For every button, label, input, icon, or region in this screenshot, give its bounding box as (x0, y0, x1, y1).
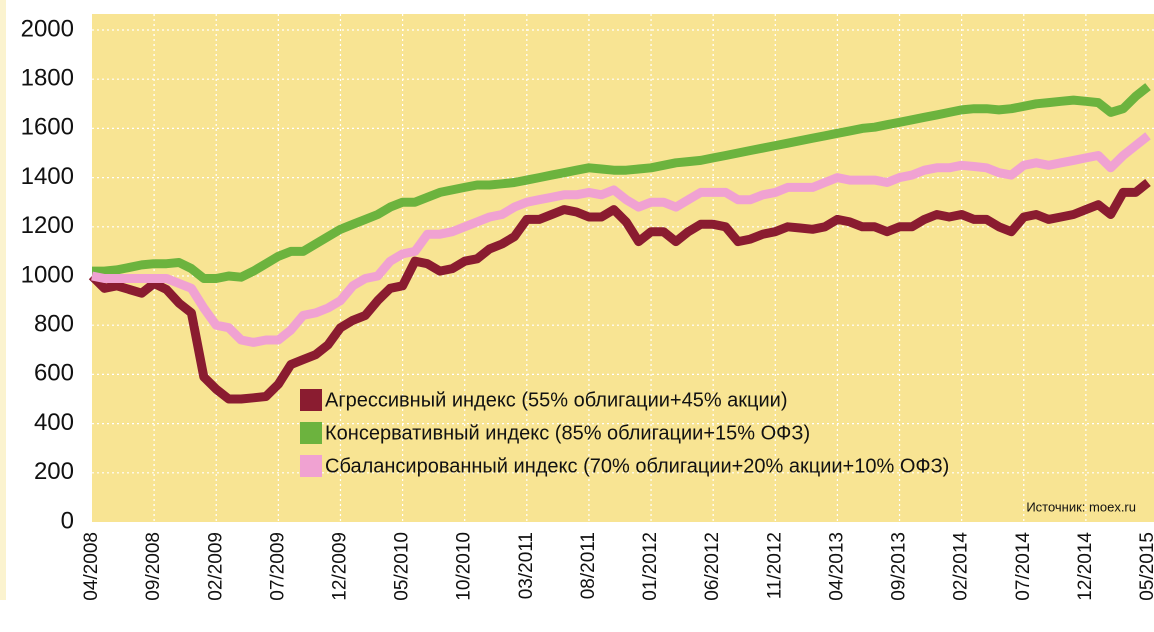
x-tick-label: 05/2015 (1137, 532, 1154, 601)
y-tick-label: 0 (61, 507, 74, 534)
x-tick-label: 10/2010 (454, 532, 475, 601)
plot-background (92, 14, 1154, 522)
x-tick-label: 02/2014 (951, 532, 972, 601)
grid (92, 14, 1154, 522)
y-tick-label: 400 (34, 409, 74, 436)
y-tick-label: 800 (34, 311, 74, 338)
x-tick-label: 04/2013 (826, 532, 847, 601)
y-tick-label: 1400 (21, 163, 74, 190)
x-tick-label: 12/2009 (329, 532, 350, 601)
x-tick-label: 09/2008 (143, 532, 164, 601)
legend-label: Агрессивный индекс (55% облигации+45% ак… (325, 389, 788, 411)
x-tick-label: 12/2014 (1075, 532, 1096, 601)
y-tick-label: 2000 (21, 15, 74, 42)
x-tick-label: 07/2014 (1013, 532, 1034, 601)
x-tick-label: 07/2009 (267, 532, 288, 601)
series-line (91, 132, 1151, 347)
legend-label: Консервативный индекс (85% облигации+15%… (325, 422, 810, 444)
x-tick-label: 01/2012 (640, 532, 661, 601)
x-tick-label: 09/2013 (889, 532, 910, 601)
y-tick-label: 1000 (21, 261, 74, 288)
x-tick-label: 08/2011 (578, 532, 599, 599)
legend-label: Сбалансированный индекс (70% облигации+2… (325, 455, 949, 477)
x-tick-label: 06/2012 (702, 532, 723, 601)
labels: 0 200 400 600 800 1000 1200 1400 1600 1800 2000 04/… (21, 15, 1154, 600)
y-tick-label: 1800 (21, 65, 74, 92)
series-line (92, 83, 1151, 283)
x-tick-label: 03/2011 (516, 532, 537, 599)
y-tick-label: 600 (34, 360, 74, 387)
y-tick-label: 1200 (21, 212, 74, 239)
x-tick-label: 05/2010 (392, 532, 413, 601)
page-edge (0, 0, 6, 600)
series-line (88, 178, 1151, 404)
x-tick-label: 04/2008 (81, 532, 102, 601)
legend-swatch (300, 422, 322, 444)
y-tick-label: 200 (34, 458, 74, 485)
legend-swatch (300, 389, 322, 411)
x-tick-label: 02/2009 (205, 532, 226, 601)
lines (88, 83, 1151, 404)
y-tick-label: 1600 (21, 114, 74, 141)
x-tick-label: 11/2012 (764, 532, 785, 599)
legend-swatch (300, 455, 322, 477)
source-note: Источник: moex.ru (1026, 499, 1136, 514)
